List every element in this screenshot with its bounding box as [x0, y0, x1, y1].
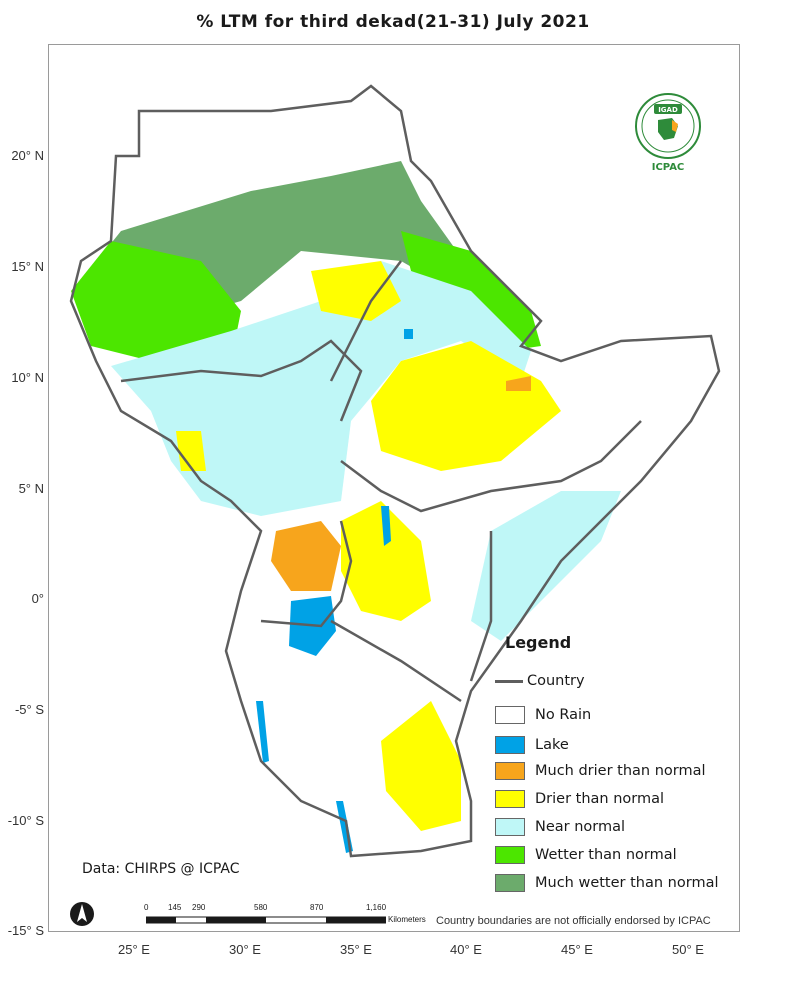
legend-item-drier: Drier than normal — [495, 789, 664, 809]
logo-top-text: IGAD — [658, 106, 678, 114]
swatch-much-drier — [495, 762, 525, 780]
swatch-much-wetter — [495, 874, 525, 892]
lon-label-25e: 25° E — [118, 942, 150, 957]
zone-drier-west — [176, 431, 206, 471]
lake-tanganyika — [256, 701, 269, 763]
lat-label-5s: -5° S — [14, 702, 44, 717]
scale-tick-580: 580 — [254, 903, 268, 912]
legend-country-label: Country — [527, 673, 585, 689]
scale-unit: Kilometers — [388, 915, 426, 924]
legend-item-much-drier: Much drier than normal — [495, 761, 706, 781]
logo-bottom-text: ICPAC — [651, 162, 685, 173]
legend-item-no-rain: No Rain — [495, 705, 591, 725]
legend-item-near-normal: Near normal — [495, 817, 625, 837]
legend-item-wetter: Wetter than normal — [495, 845, 677, 865]
border-sudan-south — [120, 339, 363, 422]
boundary-disclaimer: Country boundaries are not officially en… — [436, 915, 711, 927]
zone-much-drier — [271, 521, 341, 591]
lake-turkana — [381, 506, 391, 546]
map-frame — [48, 44, 740, 932]
border-sudan-ethiopia — [329, 260, 402, 382]
lon-label-35e: 35° E — [340, 942, 372, 957]
legend-label-lake: Lake — [535, 737, 569, 753]
zone-drier-tanzania — [381, 701, 461, 831]
legend-label-much-wetter: Much wetter than normal — [535, 875, 719, 891]
border-tanzania-kenya — [330, 619, 462, 703]
legend-country: Country — [495, 671, 585, 691]
scale-tick-290: 290 — [192, 903, 206, 912]
zone-wetter-north — [71, 241, 241, 361]
swatch-drier — [495, 790, 525, 808]
legend-label-near-normal: Near normal — [535, 819, 626, 835]
lat-label-15s: -15° S — [7, 923, 44, 938]
legend-title: Legend — [505, 633, 572, 652]
zone-near-normal-kenya — [471, 491, 621, 641]
swatch-lake — [495, 736, 525, 754]
scale-tick-870: 870 — [310, 903, 324, 912]
legend-label-wetter: Wetter than normal — [535, 847, 677, 863]
scale-tick-0: 0 — [144, 903, 149, 912]
zone-near-normal-west — [111, 261, 531, 516]
lat-label-15n: 15° N — [11, 259, 44, 274]
lon-label-30e: 30° E — [229, 942, 261, 957]
lon-label-50e: 50° E — [672, 942, 704, 957]
data-source-credit: Data: CHIRPS @ ICPAC — [82, 861, 240, 877]
lat-label-20n: 20° N — [11, 148, 44, 163]
legend-label-much-drier: Much drier than normal — [535, 763, 706, 779]
swatch-near-normal — [495, 818, 525, 836]
lon-label-45e: 45° E — [561, 942, 593, 957]
legend-item-much-wetter: Much wetter than normal — [495, 873, 718, 893]
swatch-no-rain — [495, 706, 525, 724]
map-title: % LTM for third dekad(21-31) July 2021 — [196, 12, 590, 32]
lat-label-5n: 5° N — [18, 481, 44, 496]
lake-tana — [404, 329, 413, 339]
zone-much-drier-east — [506, 376, 531, 391]
lon-label-40e: 40° E — [450, 942, 482, 957]
border-kenya-somalia — [469, 531, 493, 682]
scale-tick-145: 145 — [168, 903, 182, 912]
lat-label-10n: 10° N — [11, 370, 44, 385]
rainfall-anomaly-map — [69, 84, 721, 858]
north-arrow-icon — [68, 900, 96, 932]
zone-drier-ethiopia — [371, 341, 561, 471]
zone-drier-uganda — [341, 501, 431, 621]
border-ethiopia-south — [340, 420, 642, 513]
legend-label-no-rain: No Rain — [535, 707, 592, 723]
legend-label-drier: Drier than normal — [535, 791, 665, 807]
country-line-symbol — [495, 679, 523, 683]
igad-icpac-logo: IGAD ICPAC — [632, 90, 704, 184]
border-uganda-kenya — [260, 520, 353, 628]
zone-drier-sudan — [311, 261, 401, 321]
region-outline — [69, 84, 721, 858]
lat-label-10s: -10° S — [7, 813, 44, 828]
scale-bar-graphic — [146, 916, 386, 924]
lat-label-0: 0° — [31, 591, 44, 606]
legend-item-lake: Lake — [495, 735, 569, 755]
scale-tick-1160: 1,160 — [366, 903, 387, 912]
swatch-wetter — [495, 846, 525, 864]
